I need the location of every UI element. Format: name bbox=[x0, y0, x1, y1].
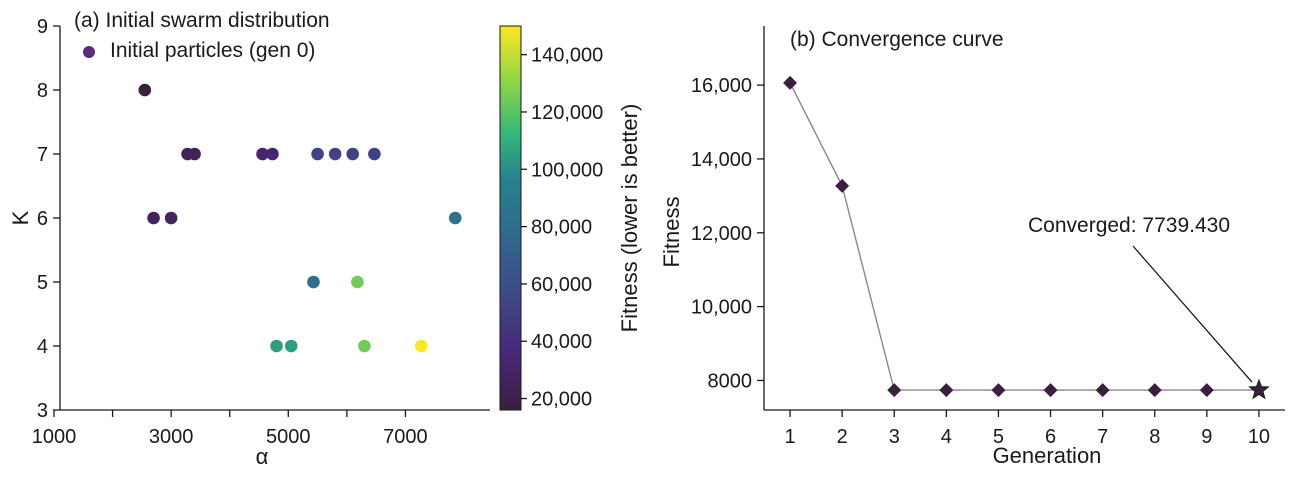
scatter-point bbox=[358, 339, 371, 353]
convergence-x-tick-label: 6 bbox=[1045, 426, 1056, 448]
convergence-line bbox=[789, 82, 1259, 391]
colorbar-label: Fitness (lower is better) bbox=[617, 104, 642, 333]
colorbar-gradient bbox=[499, 25, 522, 411]
convergence-x-label: Generation bbox=[993, 443, 1102, 468]
scatter-y-tick-label: 3 bbox=[37, 400, 48, 422]
scatter-panel: 1000 3000 5000 7000 3 4 5 6 7 8 9 (a) Initial swa… bbox=[8, 9, 490, 469]
convergence-x-tick-label: 9 bbox=[1201, 426, 1212, 448]
convergence-star-marker bbox=[1248, 378, 1270, 400]
scatter-x-tick-label: 5000 bbox=[266, 426, 311, 448]
scatter-point bbox=[307, 275, 320, 289]
convergence-diamond-marker bbox=[835, 178, 850, 193]
convergence-panel: 1 2 3 4 5 6 7 8 9 10 8000 10,000 12,000 14,000 16,000… bbox=[659, 26, 1285, 468]
convergence-x-tick-label: 4 bbox=[941, 426, 952, 448]
colorbar-tick-label: 140,000 bbox=[531, 45, 603, 67]
colorbar: 20,000 40,000 60,000 80,000 100,000 120,000 14… bbox=[499, 25, 642, 411]
scatter-title: (a) Initial swarm distribution bbox=[74, 9, 330, 32]
convergence-y-tick-label: 16,000 bbox=[691, 75, 752, 97]
convergence-diamond-marker bbox=[1043, 383, 1058, 398]
scatter-point bbox=[164, 211, 178, 225]
scatter-point bbox=[351, 275, 364, 289]
convergence-x-tick-label: 7 bbox=[1097, 426, 1108, 448]
scatter-x-label: α bbox=[256, 444, 269, 469]
scatter-point bbox=[448, 211, 462, 225]
scatter-x-tick-label: 1000 bbox=[32, 426, 77, 448]
convergence-y-label: Fitness bbox=[659, 197, 684, 268]
scatter-point bbox=[311, 147, 324, 161]
convergence-x-tick-label: 8 bbox=[1149, 426, 1160, 448]
convergence-title: (b) Convergence curve bbox=[790, 28, 1004, 51]
scatter-y-tick-label: 9 bbox=[37, 16, 48, 38]
scatter-point bbox=[284, 339, 298, 353]
convergence-y-tick-label: 10,000 bbox=[691, 297, 752, 319]
scatter-point bbox=[188, 147, 201, 161]
colorbar-tick-label: 100,000 bbox=[531, 159, 603, 181]
convergence-diamond-marker bbox=[1095, 383, 1110, 398]
convergence-x-tick-label: 2 bbox=[837, 426, 848, 448]
convergence-diamond-marker bbox=[1147, 383, 1162, 398]
scatter-point bbox=[346, 147, 360, 161]
convergence-y-tick-label: 8000 bbox=[708, 370, 753, 392]
scatter-y-tick-label: 6 bbox=[37, 208, 48, 230]
scatter-x-tick-label: 3000 bbox=[149, 426, 194, 448]
colorbar-tick-label: 60,000 bbox=[531, 274, 592, 296]
scatter-y-tick-label: 4 bbox=[37, 336, 48, 358]
convergence-x-tick-label: 1 bbox=[784, 426, 795, 448]
scatter-y-tick-label: 8 bbox=[37, 80, 48, 102]
convergence-y-tick-label: 14,000 bbox=[691, 149, 752, 171]
convergence-diamond-marker bbox=[991, 383, 1006, 398]
legend-marker bbox=[83, 46, 95, 58]
convergence-y-tick-label: 12,000 bbox=[691, 223, 752, 245]
colorbar-tick-label: 80,000 bbox=[531, 217, 592, 239]
scatter-y-label: K bbox=[8, 210, 33, 225]
scatter-point bbox=[138, 83, 152, 97]
convergence-diamond-marker bbox=[939, 383, 954, 398]
scatter-point bbox=[414, 339, 428, 353]
scatter-point bbox=[270, 339, 283, 353]
scatter-point bbox=[266, 147, 279, 161]
convergence-diamond-marker bbox=[1199, 383, 1214, 398]
scatter-point bbox=[328, 147, 342, 161]
annotation-arrow bbox=[1132, 245, 1253, 383]
scatter-x-tick-label: 7000 bbox=[383, 426, 428, 448]
colorbar-tick-label: 20,000 bbox=[531, 389, 592, 411]
convergence-diamond-marker bbox=[887, 383, 902, 398]
converged-annotation: Converged: 7739.430 bbox=[1028, 214, 1230, 237]
scatter-point bbox=[256, 147, 269, 161]
scatter-y-tick-label: 7 bbox=[37, 144, 48, 166]
scatter-y-tick-label: 5 bbox=[37, 272, 48, 294]
scatter-point bbox=[147, 211, 160, 225]
legend-label: Initial particles (gen 0) bbox=[110, 39, 315, 62]
convergence-x-tick-label: 3 bbox=[889, 426, 900, 448]
convergence-diamond-marker bbox=[783, 75, 798, 90]
convergence-x-tick-label: 10 bbox=[1248, 426, 1270, 448]
colorbar-tick-label: 120,000 bbox=[531, 102, 603, 124]
convergence-x-tick-label: 5 bbox=[993, 426, 1004, 448]
colorbar-tick-label: 40,000 bbox=[531, 331, 592, 353]
scatter-point bbox=[368, 147, 381, 161]
